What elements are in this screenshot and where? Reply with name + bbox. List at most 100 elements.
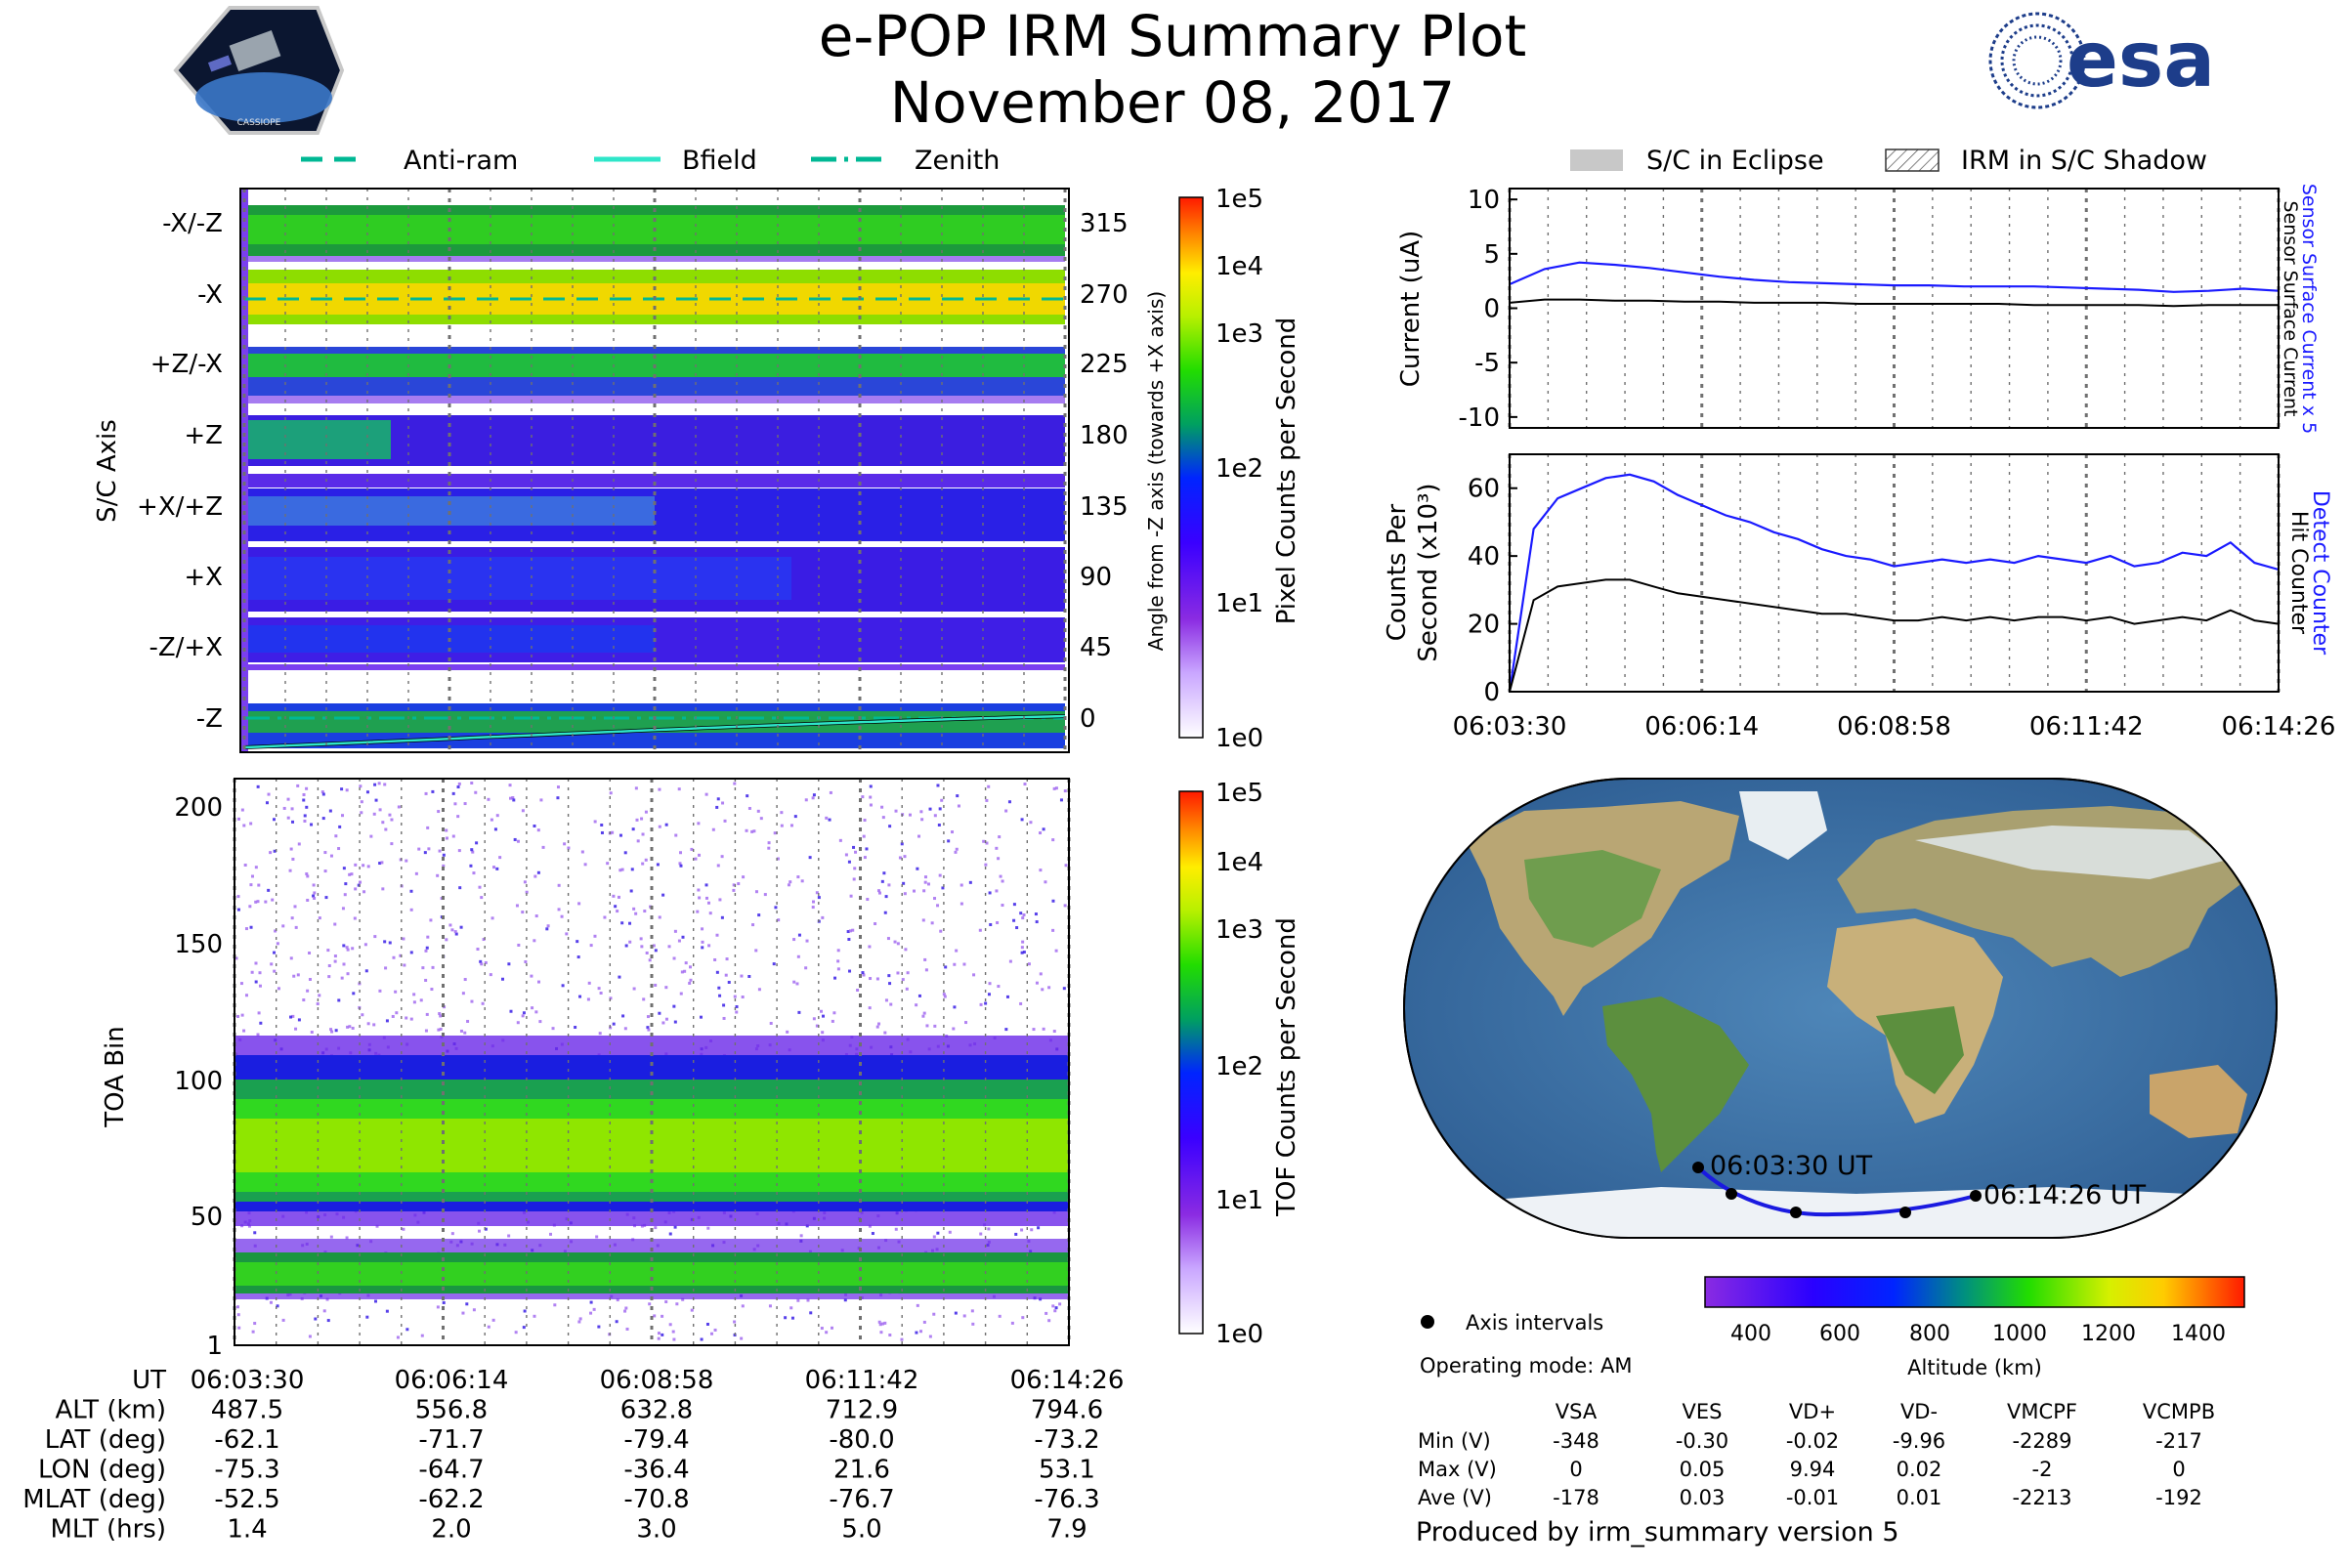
toa-noise-pixel (833, 976, 837, 980)
toa-noise-pixel (1035, 981, 1039, 985)
toa-noise-pixel (481, 1001, 485, 1005)
ytick-label: 40 (1468, 542, 1500, 572)
toa-noise-pixel (737, 882, 741, 886)
toa-noise-pixel (970, 1309, 974, 1313)
toa-noise-pixel (968, 880, 972, 884)
toa-noise-pixel (677, 939, 681, 943)
toa-noise-pixel (777, 918, 781, 922)
toa-noise-pixel (609, 996, 613, 1000)
toa-noise-pixel (402, 937, 405, 941)
pix-cbar-1e5: 1e5 (1215, 185, 1263, 214)
alt-tick-1400: 1400 (2171, 1322, 2226, 1346)
legend-swatch-shadow (1885, 148, 1940, 172)
toa-noise-pixel (852, 845, 856, 849)
toa-noise-pixel (773, 831, 777, 835)
toa-noise-pixel (769, 1021, 773, 1025)
toa-noise-pixel (881, 816, 885, 820)
legend-zenith: Zenith (915, 146, 1000, 176)
toa-cbar-1e4: 1e4 (1215, 848, 1263, 877)
toa-noise-pixel (1021, 1316, 1025, 1320)
toa-noise-pixel (310, 823, 314, 826)
page-date: November 08, 2017 (890, 69, 1455, 136)
toa-noise-pixel (373, 783, 377, 786)
toa-noise-pixel (831, 1019, 834, 1023)
badge-text: CASSIOPE (237, 118, 281, 128)
toa-noise-pixel (391, 1014, 395, 1018)
toa-noise-pixel (735, 1004, 739, 1008)
toa-noise-pixel (492, 866, 496, 869)
toa-noise-pixel (701, 940, 704, 944)
toa-noise-pixel (306, 989, 310, 993)
toa-noise-pixel (1044, 880, 1047, 884)
toa-noise-pixel (706, 1226, 710, 1230)
toa-noise-pixel (320, 790, 324, 794)
toa-noise-pixel (789, 824, 793, 827)
toa-noise-pixel (578, 1317, 582, 1321)
toa-noise-pixel (620, 868, 624, 871)
toa-noise-pixel (305, 871, 309, 875)
toa-noise-pixel (690, 847, 694, 851)
toa-noise-pixel (291, 820, 295, 824)
toa-noise-pixel (628, 940, 632, 944)
toa-noise-pixel (342, 944, 346, 948)
toa-noise-pixel (576, 955, 580, 959)
toa-noise-pixel (698, 853, 702, 857)
ephem-cell: -76.3 (1034, 1485, 1099, 1514)
toa-noise-pixel (747, 806, 751, 810)
pix-cbar-1e1: 1e1 (1215, 589, 1263, 618)
toa-noise-pixel (257, 883, 261, 887)
toa-noise-pixel (632, 987, 636, 991)
pix-cbar-1e4: 1e4 (1215, 252, 1263, 281)
toa-noise-pixel (658, 825, 661, 828)
toa-noise-pixel (825, 816, 829, 820)
toa-noise-pixel (577, 902, 581, 906)
toa-noise-pixel (683, 969, 687, 973)
voltage-cell: -2289 (2012, 1429, 2071, 1453)
ephem-row-label: MLAT (deg) (22, 1485, 166, 1514)
current-ylabel: Current (uA) (1396, 231, 1426, 387)
toa-noise-pixel (745, 828, 748, 832)
toa-noise-pixel (919, 1330, 923, 1334)
toa-noise-pixel (998, 835, 1002, 839)
toa-noise-pixel (322, 1309, 326, 1313)
toa-noise-pixel (641, 862, 645, 866)
toa-noise-pixel (296, 973, 300, 977)
toa-noise-pixel (893, 940, 897, 944)
toa-noise-pixel (903, 892, 907, 896)
toa-noise-pixel (560, 914, 564, 918)
toa-noise-pixel (851, 928, 855, 932)
alt-tick-1000: 1000 (1992, 1322, 2047, 1346)
toa-noise-pixel (1010, 1321, 1014, 1325)
toa-noise-pixel (305, 786, 309, 790)
toa-noise-pixel (323, 851, 327, 855)
toa-noise-pixel (780, 811, 784, 815)
toa-noise-pixel (624, 944, 628, 948)
ephem-cell: 06:11:42 (805, 1366, 919, 1395)
toa-noise-pixel (645, 951, 649, 954)
toa-noise-pixel (409, 1017, 413, 1021)
toa-noise-pixel (999, 874, 1002, 878)
toa-lower-band (234, 1262, 1069, 1286)
toa-noise-pixel (334, 834, 338, 838)
toa-noise-pixel (821, 1014, 825, 1018)
toa-noise-pixel (723, 819, 727, 823)
voltage-cell: 0.03 (1680, 1486, 1726, 1509)
toa-noise-pixel (631, 827, 635, 831)
toa-noise-pixel (922, 1011, 926, 1015)
toa-noise-pixel (630, 868, 634, 871)
voltage-cell: 0.02 (1897, 1458, 1942, 1481)
toa-ylabel: TOA Bin (101, 1026, 130, 1127)
toa-noise-pixel (313, 891, 317, 895)
toa-noise-pixel (796, 1298, 800, 1302)
toa-noise-pixel (874, 922, 877, 926)
toa-noise-pixel (346, 948, 350, 952)
toa-noise-pixel (419, 998, 423, 1002)
toa-noise-pixel (982, 839, 986, 843)
page-title: e-POP IRM Summary Plot (819, 3, 1527, 69)
toa-noise-pixel (979, 1232, 983, 1236)
toa-noise-pixel (620, 921, 624, 925)
toa-noise-pixel (327, 975, 331, 979)
toa-noise-pixel (754, 949, 758, 953)
toa-noise-pixel (426, 935, 430, 939)
